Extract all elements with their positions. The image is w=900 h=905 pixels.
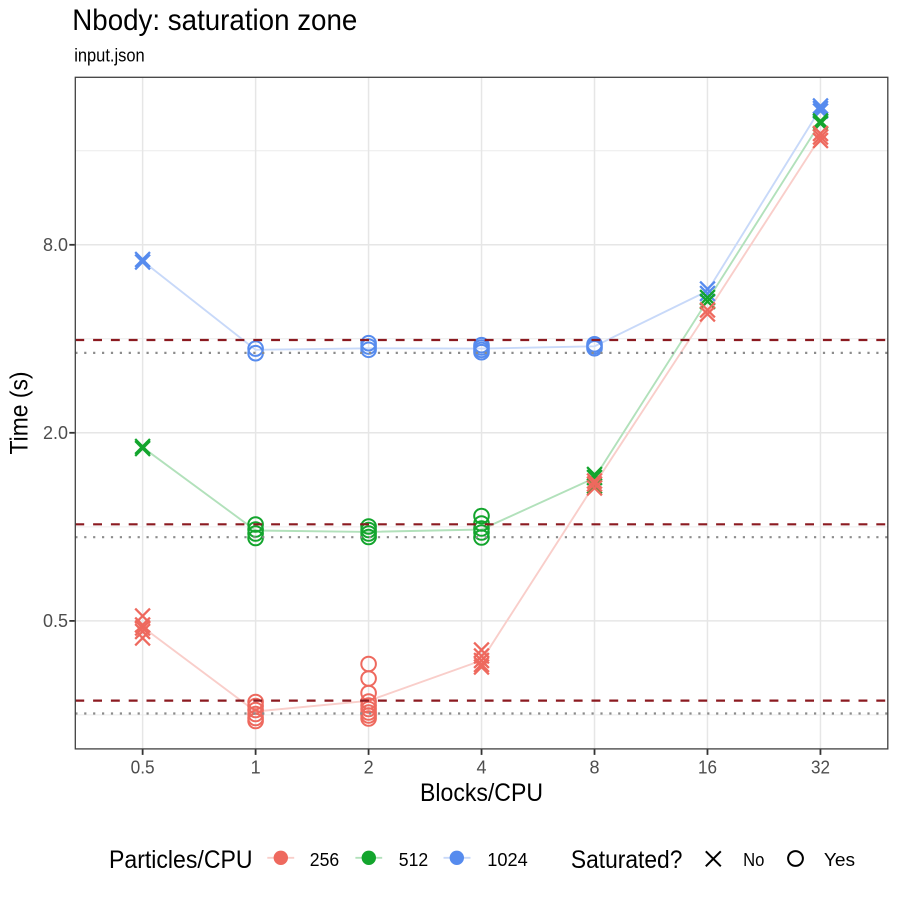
svg-text:1: 1 xyxy=(251,758,261,778)
svg-text:Nbody: saturation zone: Nbody: saturation zone xyxy=(72,4,357,37)
svg-text:No: No xyxy=(743,850,764,870)
svg-text:256: 256 xyxy=(310,850,339,870)
svg-text:Yes: Yes xyxy=(824,850,855,870)
svg-text:Saturated?: Saturated? xyxy=(571,846,683,874)
svg-text:Particles/CPU: Particles/CPU xyxy=(109,846,253,874)
svg-text:Time (s): Time (s) xyxy=(5,372,33,455)
svg-text:16: 16 xyxy=(698,758,717,778)
svg-text:2: 2 xyxy=(364,758,374,778)
svg-text:Blocks/CPU: Blocks/CPU xyxy=(420,779,543,807)
svg-text:0.5: 0.5 xyxy=(131,758,155,778)
svg-text:0.5: 0.5 xyxy=(43,611,68,631)
svg-text:1024: 1024 xyxy=(487,850,528,870)
svg-text:4: 4 xyxy=(476,758,486,778)
svg-text:input.json: input.json xyxy=(74,45,145,65)
svg-text:2.0: 2.0 xyxy=(43,423,68,443)
svg-text:512: 512 xyxy=(399,850,428,870)
svg-text:8: 8 xyxy=(589,758,599,778)
svg-text:32: 32 xyxy=(811,758,830,778)
svg-text:8.0: 8.0 xyxy=(43,235,68,255)
